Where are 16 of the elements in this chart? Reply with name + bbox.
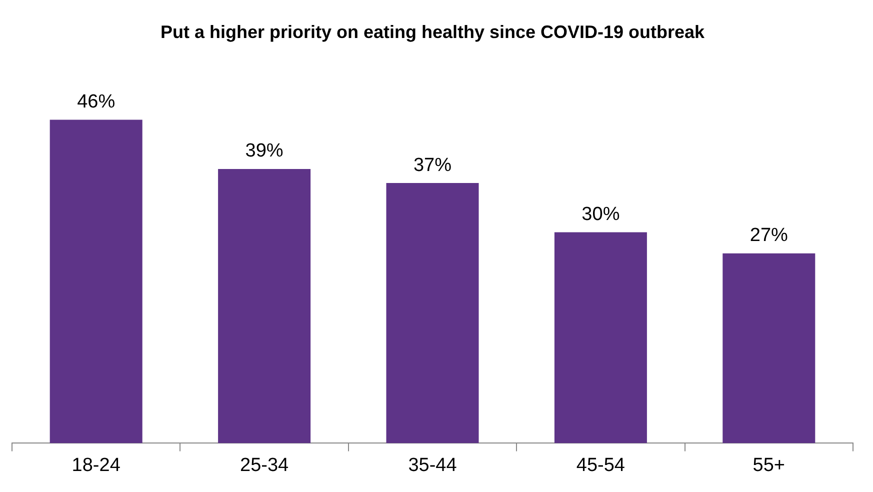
data-label: 30% (582, 204, 620, 225)
x-tick-label: 45-54 (576, 454, 626, 476)
chart-title: Put a higher priority on eating healthy since COVID-19 outbreak (160, 22, 706, 42)
bar (218, 168, 311, 444)
bar (386, 183, 479, 444)
bar (50, 120, 142, 444)
data-label: 46% (77, 91, 116, 112)
bar (722, 253, 816, 444)
x-tick-label: 18-24 (72, 454, 121, 476)
bar (554, 232, 647, 444)
data-label: 27% (750, 225, 788, 246)
data-label: 39% (245, 140, 284, 162)
x-tick-label: 25-34 (240, 454, 290, 476)
x-tick-label: 55+ (752, 454, 786, 476)
data-label: 37% (413, 154, 452, 176)
x-tick-label: 35-44 (408, 454, 458, 476)
